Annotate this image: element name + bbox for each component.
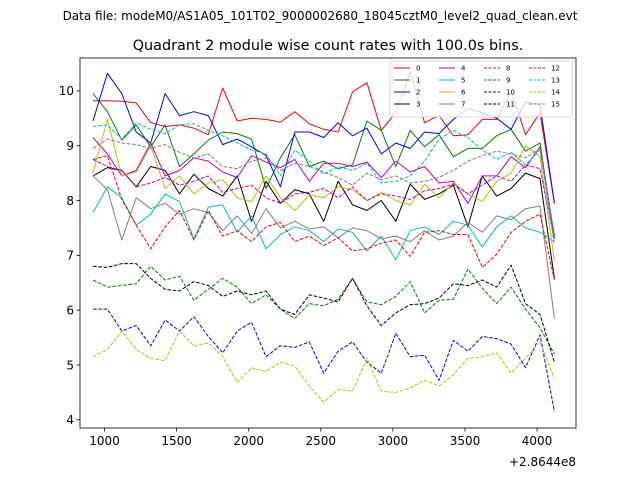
legend-label-2: 2 (416, 89, 420, 97)
legend-label-10: 10 (506, 89, 515, 97)
series-line-1 (92, 93, 555, 239)
series-line-13 (92, 122, 555, 235)
legend-label-12: 12 (551, 65, 560, 73)
legend-label-11: 11 (506, 101, 515, 109)
chart-suptitle: Data file: modeM0/AS1A05_101T02_90000026… (63, 9, 578, 23)
x-tick-label: 3000 (378, 434, 409, 448)
series-line-7 (92, 175, 555, 319)
y-tick-label: 7 (66, 249, 74, 263)
legend-label-4: 4 (461, 65, 466, 73)
legend-label-7: 7 (461, 101, 465, 109)
legend-label-5: 5 (461, 77, 465, 85)
series-line-11 (92, 263, 555, 363)
chart-title: Quadrant 2 module wise count rates with … (133, 38, 524, 54)
x-offset-label: +2.8644e8 (509, 455, 576, 469)
series-line-12 (92, 158, 555, 240)
series-line-15 (92, 138, 555, 245)
y-tick-label: 8 (66, 194, 74, 208)
y-tick-label: 6 (66, 303, 74, 317)
x-axis: 1000 1500 2000 2500 3000 3500 4000 (89, 428, 552, 448)
legend-label-15: 15 (551, 101, 560, 109)
x-tick-label: 1500 (161, 434, 192, 448)
plot-frame (79, 57, 577, 429)
x-tick-label: 3500 (450, 434, 481, 448)
legend-label-0: 0 (416, 65, 420, 73)
series-line-14 (92, 330, 555, 403)
y-tick-label: 10 (59, 84, 74, 98)
x-tick-label: 1000 (89, 434, 120, 448)
series-line-4 (92, 137, 555, 237)
y-tick-label: 5 (66, 358, 74, 372)
legend-label-1: 1 (416, 77, 420, 85)
legend-label-13: 13 (551, 77, 560, 85)
series-line-3 (92, 166, 555, 279)
series-line-6 (92, 118, 555, 261)
x-tick-label: 2500 (306, 434, 337, 448)
y-axis: 4 5 6 7 8 9 10 (59, 84, 80, 427)
legend-label-8: 8 (506, 65, 510, 73)
series-line-8 (92, 155, 555, 281)
legend-label-9: 9 (506, 77, 510, 85)
series-layer (92, 71, 555, 412)
y-tick-label: 9 (66, 139, 74, 153)
legend-label-6: 6 (461, 89, 466, 97)
legend-box (389, 60, 573, 118)
x-tick-label: 2000 (233, 434, 264, 448)
y-tick-label: 4 (66, 413, 74, 427)
series-line-10 (93, 308, 555, 412)
series-line-0 (93, 71, 555, 204)
x-tick-label: 4000 (522, 434, 553, 448)
legend-label-3: 3 (416, 101, 420, 109)
series-line-5 (92, 186, 555, 261)
legend-label-14: 14 (551, 89, 560, 97)
